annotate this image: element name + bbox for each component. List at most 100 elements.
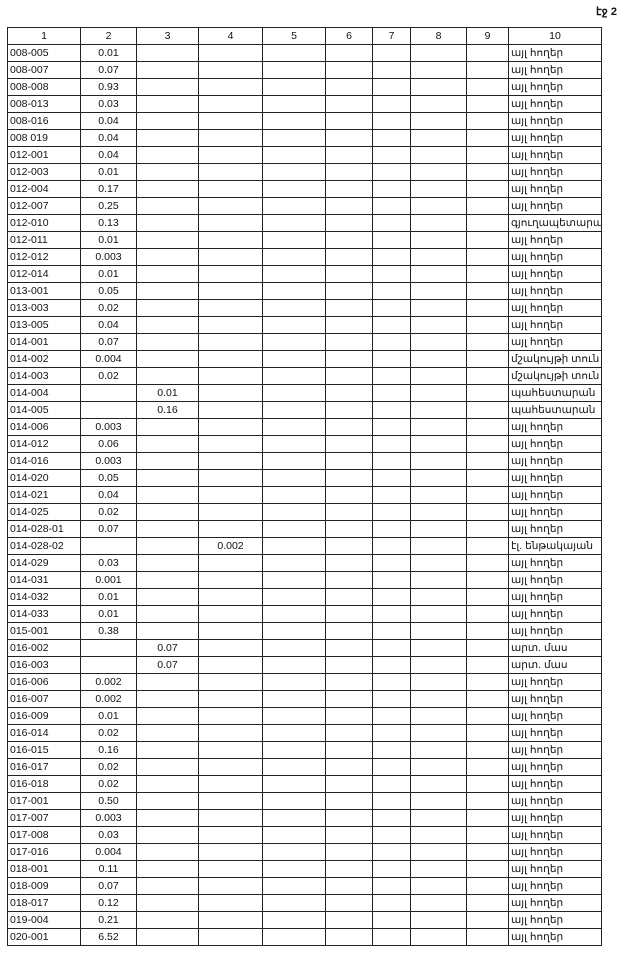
- area-cell-col9: [466, 282, 509, 300]
- table-row: 012-010 0.13 գյուղապետարան: [7, 214, 602, 232]
- land-use-cell: այլ հողեր: [508, 928, 602, 946]
- area-cell-col3: [136, 265, 199, 283]
- parcel-code-cell: 014-028-01: [7, 520, 81, 538]
- area-cell-col3: [136, 44, 199, 62]
- land-use-cell: էլ. ենթակայան: [508, 537, 602, 555]
- area-cell-col8: [410, 61, 467, 79]
- area-cell-col4: [198, 282, 263, 300]
- area-cell-col2: 0.003: [80, 248, 137, 266]
- area-cell-col4: [198, 588, 263, 606]
- land-use-cell: այլ հողեր: [508, 146, 602, 164]
- area-cell-col5: [262, 894, 326, 912]
- area-cell-col7: [372, 775, 411, 793]
- area-cell-col7: [372, 554, 411, 572]
- area-cell-col2: 0.03: [80, 826, 137, 844]
- area-cell-col7: [372, 724, 411, 742]
- area-cell-col4: [198, 520, 263, 538]
- area-cell-col9: [466, 163, 509, 181]
- land-use-cell: այլ հողեր: [508, 792, 602, 810]
- parcel-code-cell: 016-002: [7, 639, 81, 657]
- land-use-cell: մշակույթի տուն: [508, 350, 602, 368]
- area-cell-col8: [410, 384, 467, 402]
- area-cell-col9: [466, 843, 509, 861]
- area-cell-col4: [198, 741, 263, 759]
- area-cell-col2: 0.93: [80, 78, 137, 96]
- area-cell-col4: [198, 214, 263, 232]
- area-cell-col4: [198, 265, 263, 283]
- area-cell-col3: [136, 197, 199, 215]
- area-cell-col3: [136, 537, 199, 555]
- land-use-cell: այլ հողեր: [508, 282, 602, 300]
- area-cell-col9: [466, 877, 509, 895]
- area-cell-col2: 0.17: [80, 180, 137, 198]
- column-header-9: 9: [466, 27, 509, 45]
- table-row: 012-003 0.01 այլ հողեր: [7, 163, 602, 181]
- area-cell-col2: 0.01: [80, 588, 137, 606]
- area-cell-col2: 0.01: [80, 163, 137, 181]
- area-cell-col8: [410, 316, 467, 334]
- area-cell-col8: [410, 299, 467, 317]
- area-cell-col9: [466, 112, 509, 130]
- area-cell-col4: [198, 843, 263, 861]
- area-cell-col9: [466, 928, 509, 946]
- area-cell-col8: [410, 282, 467, 300]
- area-cell-col9: [466, 78, 509, 96]
- area-cell-col2: 0.01: [80, 707, 137, 725]
- area-cell-col8: [410, 435, 467, 453]
- area-cell-col6: [325, 486, 373, 504]
- area-cell-col8: [410, 469, 467, 487]
- area-cell-col2: 0.03: [80, 554, 137, 572]
- area-cell-col5: [262, 95, 326, 113]
- table-row: 012-011 0.01 այլ հողեր: [7, 231, 602, 249]
- land-use-cell: այլ հողեր: [508, 503, 602, 521]
- land-use-cell: այլ հողեր: [508, 775, 602, 793]
- table-row: 019-004 0.21 այլ հողեր: [7, 911, 602, 929]
- area-cell-col7: [372, 877, 411, 895]
- land-use-cell: այլ հողեր: [508, 622, 602, 640]
- area-cell-col6: [325, 673, 373, 691]
- area-cell-col5: [262, 724, 326, 742]
- area-cell-col6: [325, 843, 373, 861]
- area-cell-col8: [410, 826, 467, 844]
- area-cell-col6: [325, 418, 373, 436]
- parcel-code-cell: 014-033: [7, 605, 81, 623]
- area-cell-col4: [198, 639, 263, 657]
- area-cell-col4: [198, 775, 263, 793]
- table-row: 012-007 0.25 այլ հողեր: [7, 197, 602, 215]
- area-cell-col4: [198, 180, 263, 198]
- area-cell-col3: [136, 163, 199, 181]
- area-cell-col5: [262, 129, 326, 147]
- land-use-cell: այլ հողեր: [508, 894, 602, 912]
- area-cell-col5: [262, 639, 326, 657]
- area-cell-col5: [262, 44, 326, 62]
- table-row: 014-003 0.02 մշակույթի տուն: [7, 367, 602, 385]
- area-cell-col6: [325, 656, 373, 674]
- area-cell-col8: [410, 44, 467, 62]
- area-cell-col3: [136, 554, 199, 572]
- area-cell-col4: [198, 78, 263, 96]
- area-cell-col6: [325, 571, 373, 589]
- area-cell-col7: [372, 265, 411, 283]
- area-cell-col7: [372, 571, 411, 589]
- area-cell-col2: 0.12: [80, 894, 137, 912]
- table-row: 008-013 0.03 այլ հողեր: [7, 95, 602, 113]
- area-cell-col4: [198, 112, 263, 130]
- area-cell-col6: [325, 299, 373, 317]
- area-cell-col4: [198, 44, 263, 62]
- area-cell-col7: [372, 707, 411, 725]
- area-cell-col6: [325, 724, 373, 742]
- land-parcel-table: 1 2 3 4 5 6 7 8 9 10 008-005 0.01 այլ հողեր 008-007 0…: [7, 27, 602, 946]
- area-cell-col4: [198, 418, 263, 436]
- area-cell-col3: [136, 741, 199, 759]
- area-cell-col7: [372, 520, 411, 538]
- land-use-cell: այլ հողեր: [508, 673, 602, 691]
- table-row: 008 019 0.04 այլ հողեր: [7, 129, 602, 147]
- land-use-cell: այլ հողեր: [508, 61, 602, 79]
- area-cell-col2: 0.38: [80, 622, 137, 640]
- parcel-code-cell: 014-028-02: [7, 537, 81, 555]
- column-header-7: 7: [372, 27, 411, 45]
- area-cell-col6: [325, 95, 373, 113]
- area-cell-col4: [198, 707, 263, 725]
- area-cell-col4: [198, 809, 263, 827]
- area-cell-col8: [410, 724, 467, 742]
